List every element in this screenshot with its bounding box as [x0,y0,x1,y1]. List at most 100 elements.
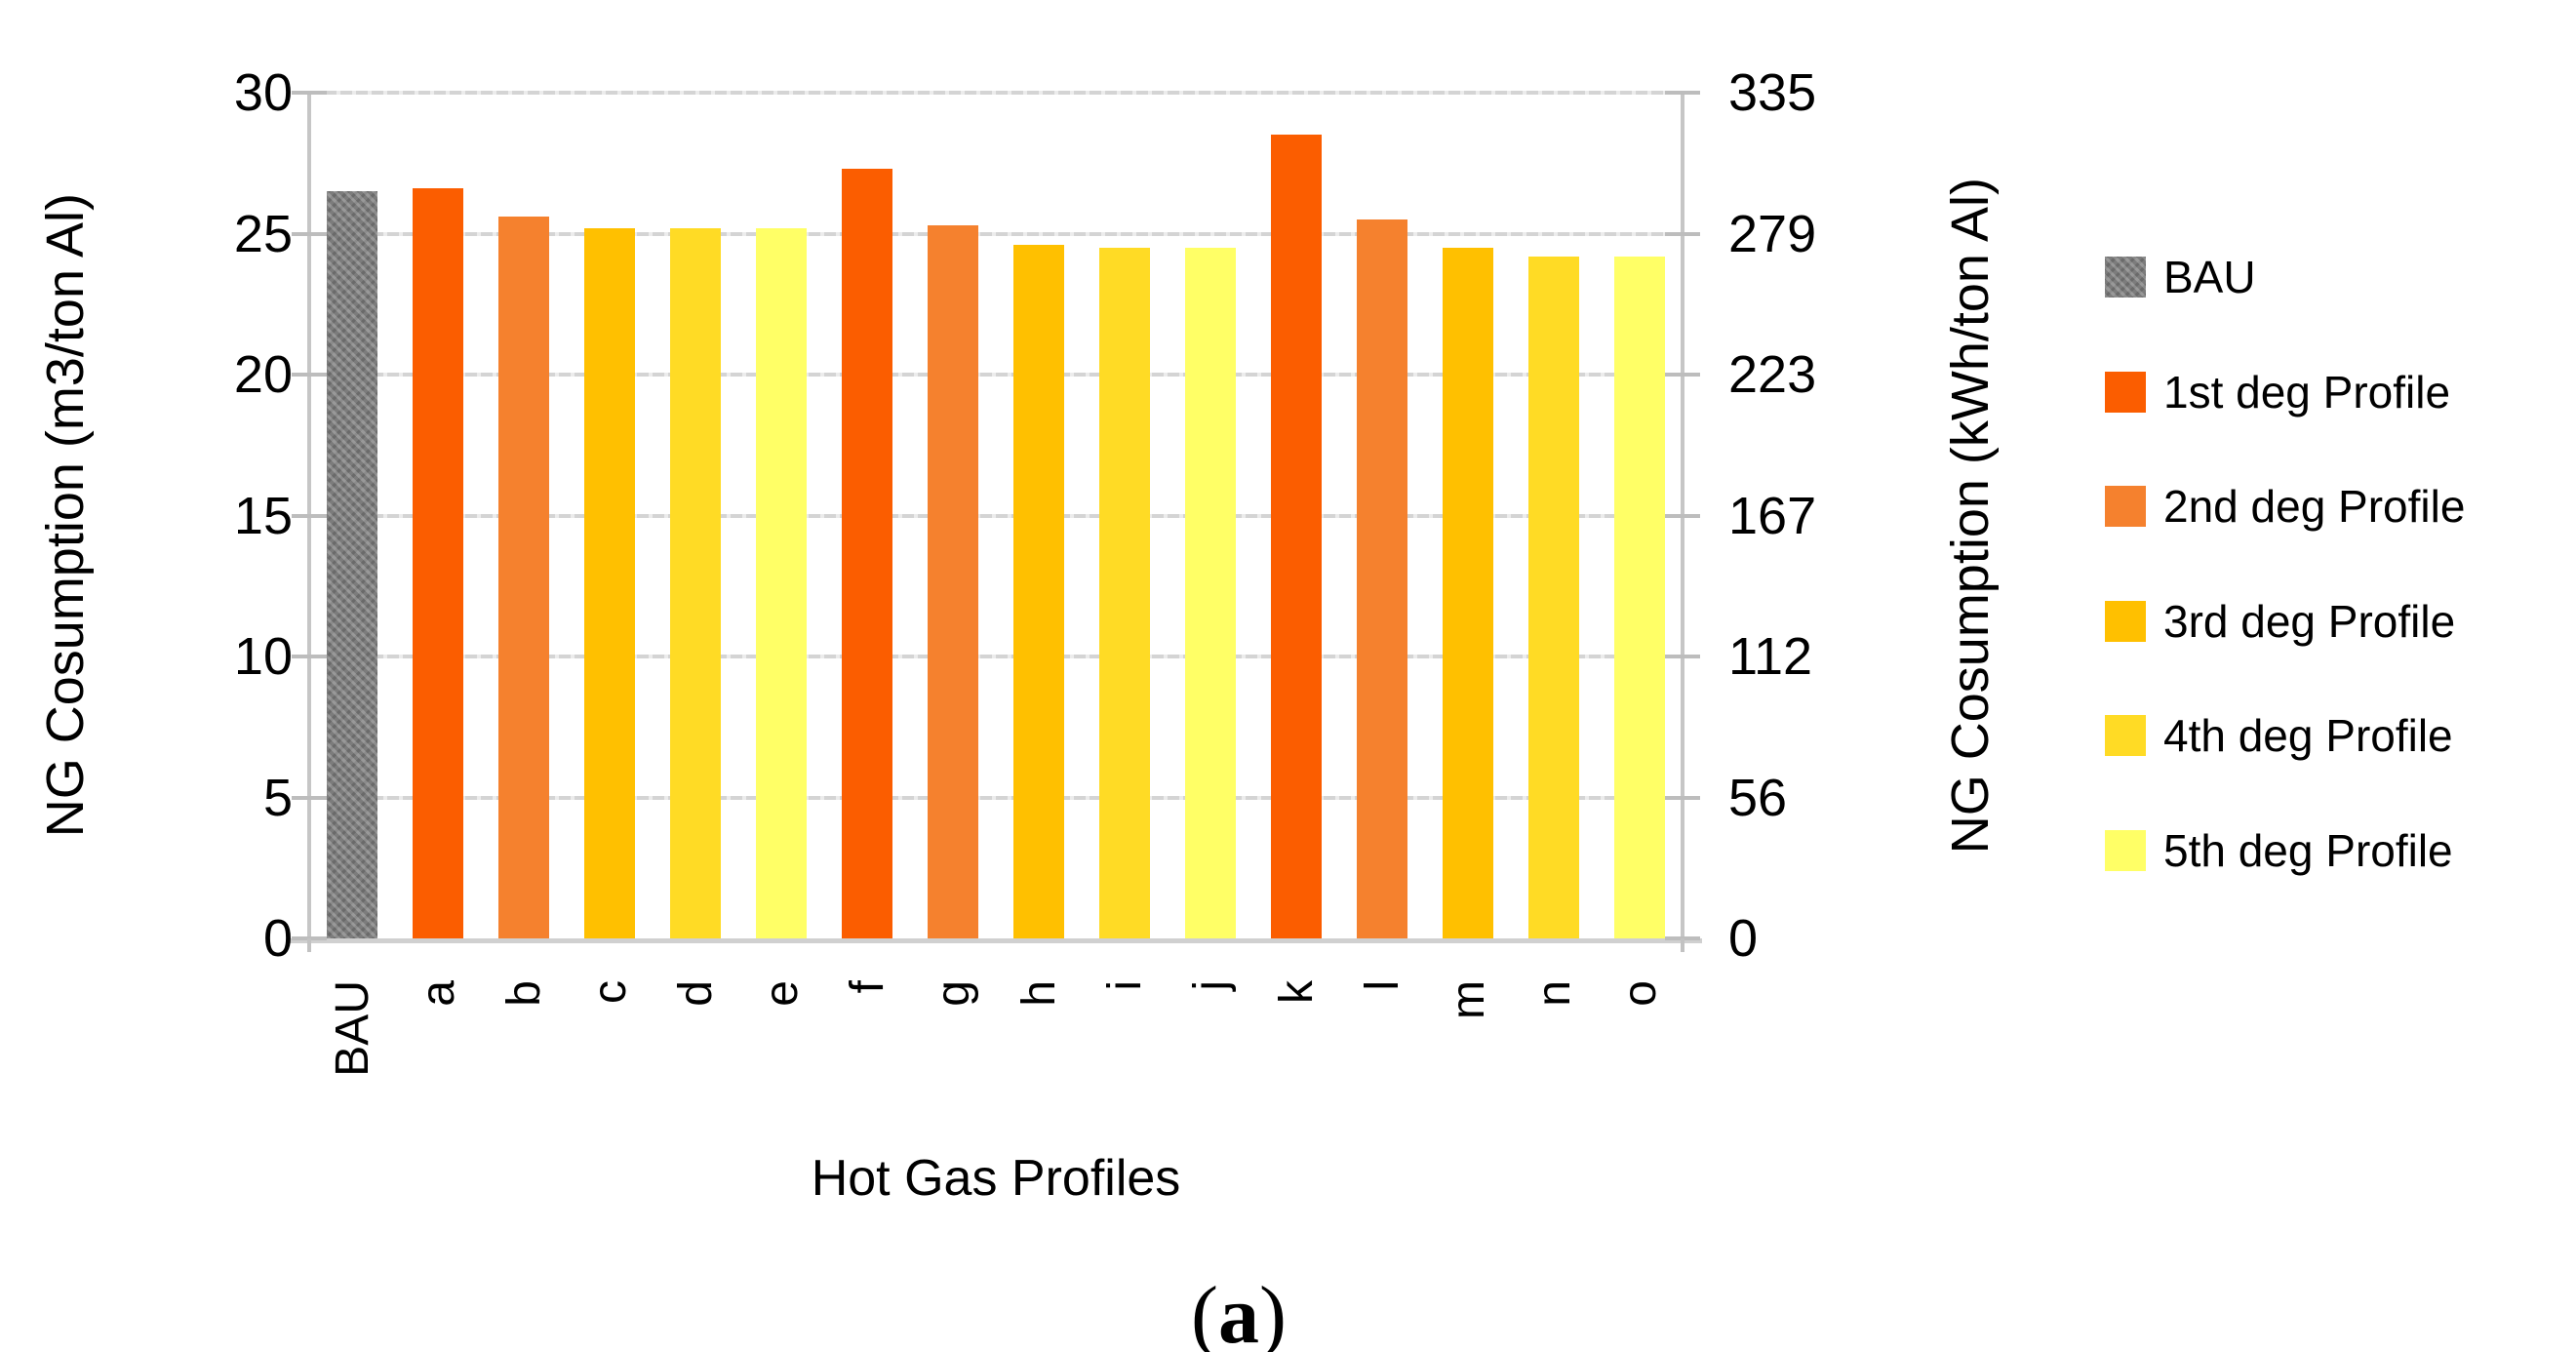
right-tick-5 [1665,795,1700,800]
legend-swatch-icon [2105,486,2146,527]
x-ticklabel-box-a: a [399,980,477,1156]
left-axis-ticklabel-20: 20 [233,345,293,404]
left-axis-ticklabel-10: 10 [233,627,293,686]
bar-i [1099,247,1150,938]
bar-g [928,224,978,938]
x-ticklabel-e: e [755,980,808,1007]
gridline-25 [309,231,1683,236]
x-ticklabel-box-BAU: BAU [313,980,391,1156]
x-ticklabel-k: k [1270,980,1323,1004]
x-ticklabel-box-l: l [1343,980,1421,1156]
legend-item-3rd-deg-profile: 3rd deg Profile [2105,590,2455,653]
left-tick-25 [292,231,327,236]
x-ticklabel-box-i: i [1086,980,1164,1156]
right-tick-15 [1665,513,1700,518]
x-axis-endtick-right [1681,938,1684,952]
x-ticklabel-box-h: h [1000,980,1078,1156]
x-ticklabel-d: d [669,980,722,1007]
caption-letter: a [1218,1270,1259,1352]
right-tick-30 [1665,91,1700,95]
bar-b [498,217,549,938]
bar-j [1185,247,1236,938]
gridline-5 [309,795,1683,800]
bar-l [1357,219,1407,938]
x-ticklabel-h: h [1012,980,1065,1007]
x-ticklabel-box-j: j [1171,980,1249,1156]
bar-o [1614,256,1665,938]
x-axis-line [290,938,1702,943]
x-ticklabel-m: m [1442,980,1494,1019]
legend-item-1st-deg-profile: 1st deg Profile [2105,361,2450,423]
caption-close-paren: ) [1259,1270,1287,1352]
x-ticklabel-box-m: m [1429,980,1507,1156]
x-ticklabel-box-c: c [571,980,649,1156]
x-ticklabel-box-o: o [1601,980,1679,1156]
left-axis-title: NG Cosumption (m3/ton Al) [21,93,109,938]
gridline-30 [309,91,1683,95]
gridline-15 [309,513,1683,518]
left-axis-ticklabel-25: 25 [233,204,293,263]
x-ticklabel-n: n [1527,980,1580,1007]
left-tick-30 [292,91,327,95]
bar-c [584,227,635,938]
legend-swatch-icon [2105,600,2146,642]
legend-swatch-icon [2105,715,2146,756]
figure-caption: (a) [1191,1268,1287,1352]
legend-label: 1st deg Profile [2163,366,2451,418]
right-tick-10 [1665,655,1700,658]
legend-label: 5th deg Profile [2163,824,2453,876]
legend-item-5th-deg-profile: 5th deg Profile [2105,819,2453,882]
left-tick-20 [292,373,327,377]
bar-BAU [327,191,377,938]
right-axis-ticklabel-56: 56 [1728,768,1788,827]
caption-open-paren: ( [1191,1270,1218,1352]
right-axis-ticklabel-0: 0 [1728,909,1759,968]
x-ticklabel-l: l [1356,980,1408,991]
right-axis-ticklabel-223: 223 [1728,345,1817,404]
bar-h [1013,245,1064,938]
legend-item-4th-deg-profile: 4th deg Profile [2105,704,2453,767]
x-ticklabel-box-k: k [1257,980,1335,1156]
bar-e [756,227,807,938]
left-tick-5 [292,795,327,800]
bar-a [413,188,463,938]
x-ticklabel-box-d: d [656,980,734,1156]
legend-label: 3rd deg Profile [2163,595,2456,647]
bar-m [1443,247,1493,938]
x-ticklabel-o: o [1613,980,1666,1007]
x-ticklabel-f: f [841,980,893,994]
legend-item-2nd-deg-profile: 2nd deg Profile [2105,475,2465,537]
x-axis-title: Hot Gas Profiles [811,1150,1181,1207]
x-ticklabel-a: a [412,980,464,1007]
left-axis-title-text: NG Cosumption (m3/ton Al) [36,193,95,838]
right-axis-ticklabel-112: 112 [1728,627,1813,686]
left-axis-ticklabel-5: 5 [262,768,293,827]
right-axis-ticklabel-335: 335 [1728,63,1817,122]
left-tick-10 [292,655,327,658]
bar-f [842,169,892,938]
legend-label: 2nd deg Profile [2163,481,2466,532]
x-ticklabel-box-g: g [914,980,992,1156]
right-axis-title-text: NG Cosumption (kWh/ton Al) [1941,177,2000,855]
legend-swatch-icon [2105,371,2146,413]
right-axis-ticklabel-279: 279 [1728,204,1817,263]
x-ticklabel-box-e: e [742,980,820,1156]
right-tick-20 [1665,373,1700,377]
left-axis-ticklabel-15: 15 [233,486,293,545]
gridline-10 [309,655,1683,658]
x-ticklabel-i: i [1098,980,1151,991]
right-axis-title: NG Cosumption (kWh/ton Al) [1926,93,2014,938]
x-ticklabel-box-n: n [1515,980,1593,1156]
legend-label: 4th deg Profile [2163,710,2453,761]
legend-item-bau: BAU [2105,246,2256,308]
bar-d [670,227,721,938]
left-tick-15 [292,513,327,518]
right-tick-25 [1665,231,1700,236]
x-ticklabel-b: b [497,980,550,1007]
bar-k [1271,135,1322,938]
left-axis-ticklabel-0: 0 [262,909,293,968]
x-ticklabel-box-f: f [828,980,906,1156]
x-ticklabel-c: c [583,980,636,1004]
x-ticklabel-box-b: b [485,980,563,1156]
x-ticklabel-j: j [1184,980,1237,991]
